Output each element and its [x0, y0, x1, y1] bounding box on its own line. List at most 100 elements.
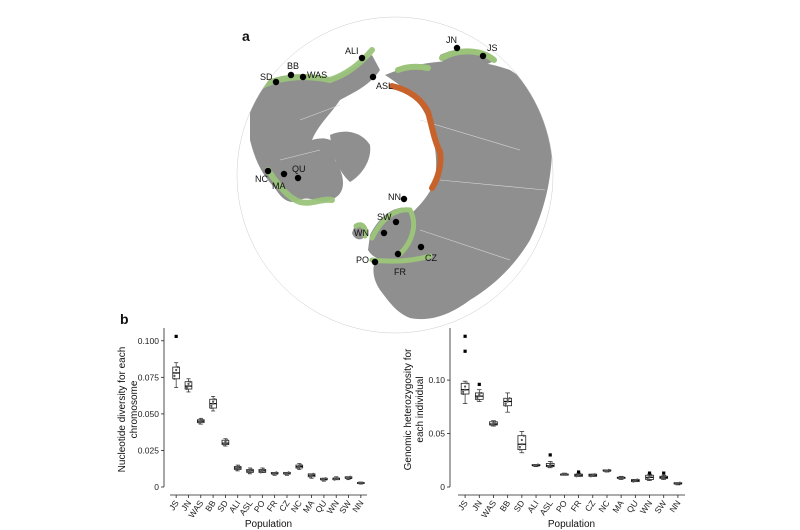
data-point — [636, 478, 639, 481]
data-point — [248, 469, 252, 472]
data-point — [333, 477, 336, 481]
site-marker-jn — [453, 44, 461, 52]
data-point — [518, 445, 521, 449]
data-point — [210, 404, 213, 407]
site-label-bb: BB — [287, 61, 299, 71]
data-point — [549, 463, 552, 466]
data-point — [520, 438, 523, 442]
data-point — [296, 466, 299, 469]
site-label-wn: WN — [354, 228, 369, 238]
data-point — [312, 472, 315, 475]
x-tick-label: NC — [596, 498, 611, 514]
site-marker-qu — [294, 174, 302, 182]
data-point — [547, 465, 550, 468]
data-point — [238, 465, 241, 468]
data-point — [565, 473, 568, 476]
site-label-sw: SW — [377, 212, 392, 222]
data-point — [465, 382, 469, 385]
outlier-point — [477, 382, 481, 386]
data-point — [185, 386, 188, 389]
data-point — [175, 371, 178, 375]
site-label-po: PO — [356, 255, 369, 265]
data-point — [298, 464, 301, 467]
data-point — [522, 434, 525, 437]
data-point — [213, 398, 216, 401]
site-marker-wn — [380, 229, 388, 237]
data-point — [173, 374, 176, 377]
data-point — [189, 380, 192, 383]
site-label-cz: CZ — [425, 253, 437, 263]
y-axis-title-line: each individual — [415, 376, 426, 442]
data-point — [322, 477, 326, 481]
site-marker-js — [479, 52, 487, 60]
data-point — [593, 473, 596, 476]
outlier-point — [576, 470, 581, 474]
data-point — [247, 470, 250, 473]
data-point — [173, 377, 176, 380]
y-tick-label: 0.10 — [428, 375, 445, 385]
data-point — [271, 472, 275, 475]
y-tick-label: 0 — [154, 482, 159, 492]
data-point — [662, 475, 665, 478]
data-point — [285, 472, 289, 475]
data-point — [361, 481, 364, 484]
data-point — [536, 463, 540, 466]
site-label-sd: SD — [260, 72, 273, 82]
outlier-point — [174, 334, 178, 338]
data-point — [506, 398, 509, 401]
data-point — [632, 480, 635, 483]
data-point — [660, 476, 663, 480]
data-point — [478, 395, 481, 398]
data-point — [310, 473, 313, 476]
site-marker-ma — [280, 170, 288, 178]
data-point — [358, 481, 361, 484]
y-axis-title-line: Genomic heterozygosity for — [403, 348, 414, 470]
data-point — [506, 400, 509, 403]
data-point — [345, 477, 348, 480]
data-point — [462, 390, 465, 393]
outlier-point — [463, 349, 467, 353]
x-tick-label: NN — [350, 498, 365, 514]
outlier-point — [548, 453, 552, 457]
x-tick-label: JS — [167, 498, 181, 512]
data-point — [648, 475, 651, 478]
site-label-ali: ALI — [345, 46, 359, 56]
data-point — [201, 418, 204, 421]
data-point — [336, 477, 340, 480]
data-point — [273, 472, 276, 475]
site-marker-cz — [417, 243, 425, 251]
outlier-point — [647, 471, 652, 475]
y-tick-label: 0.075 — [138, 372, 160, 382]
data-point — [234, 467, 238, 470]
data-point — [674, 482, 678, 485]
y-axis-title: Genomic heterozygosity foreach individua… — [403, 348, 426, 470]
x-tick-label: JN — [179, 498, 193, 512]
data-point — [620, 476, 623, 479]
x-tick-label: BB — [498, 498, 513, 513]
data-point — [492, 421, 495, 424]
data-point — [504, 402, 507, 405]
site-label-nc: NC — [255, 174, 268, 184]
site-label-js: JS — [487, 43, 498, 53]
data-point — [187, 382, 190, 386]
data-point — [224, 440, 227, 443]
x-tick-label: SW — [652, 498, 668, 515]
x-tick-label: WAS — [186, 498, 205, 520]
data-point — [646, 477, 649, 480]
data-point — [211, 402, 215, 405]
y-axis-title-line: chromosome — [129, 380, 140, 438]
data-point — [284, 472, 287, 475]
panel-b-letter: b — [120, 311, 129, 327]
landmass-greenland — [330, 131, 371, 182]
data-point — [478, 393, 481, 396]
data-point — [504, 404, 507, 407]
site-marker-asl — [369, 73, 377, 81]
data-point — [508, 397, 511, 400]
data-point — [664, 475, 667, 478]
data-point — [577, 473, 580, 476]
data-point — [551, 462, 554, 465]
site-label-qu: QU — [292, 164, 306, 174]
site-label-asl: ASL — [376, 81, 393, 91]
data-point — [308, 474, 312, 478]
